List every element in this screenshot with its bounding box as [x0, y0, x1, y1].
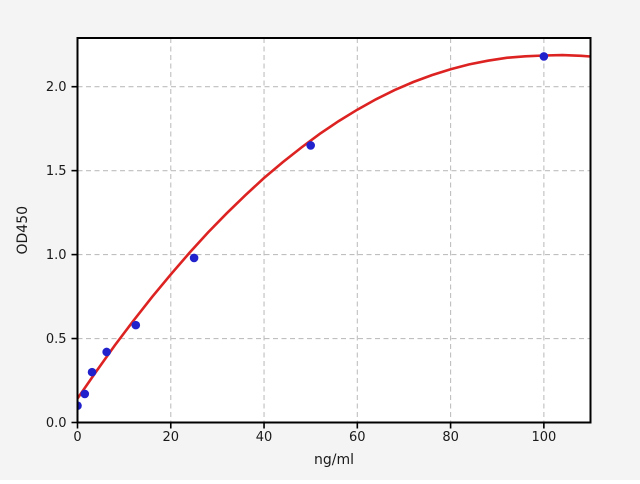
x-tick-label: 40 [256, 430, 273, 445]
x-tick-label: 80 [442, 430, 459, 445]
gridlines [77, 38, 591, 423]
plot-area [77, 38, 591, 423]
fit-curve-line [77, 53, 591, 400]
y-tick-label: 1.5 [46, 164, 67, 179]
x-tick-label: 100 [531, 430, 556, 445]
x-axis-label: ng/ml [314, 452, 354, 468]
y-tick-label: 1.0 [46, 248, 67, 263]
y-tick-label: 0.0 [46, 416, 67, 431]
data-point [80, 389, 90, 399]
axes-frame [76, 37, 592, 424]
x-tick-label: 60 [349, 430, 366, 445]
data-point [539, 52, 549, 61]
data-point [131, 320, 141, 330]
data-point [77, 401, 82, 411]
tick-marks [71, 85, 545, 429]
y-tick-label: 2.0 [46, 80, 67, 95]
tick-labels: 0 20 40 60 80 100 0.0 0.5 1.0 1.5 2.0 [46, 80, 556, 445]
y-tick-label: 0.5 [46, 332, 67, 347]
data-point [306, 141, 315, 150]
data-point [102, 347, 111, 357]
x-tick-label: 20 [162, 430, 179, 445]
data-points [77, 52, 549, 411]
data-point [189, 253, 199, 263]
data-point [87, 367, 97, 377]
y-axis-label: OD450 [15, 206, 31, 255]
x-tick-label: 0 [73, 430, 81, 445]
